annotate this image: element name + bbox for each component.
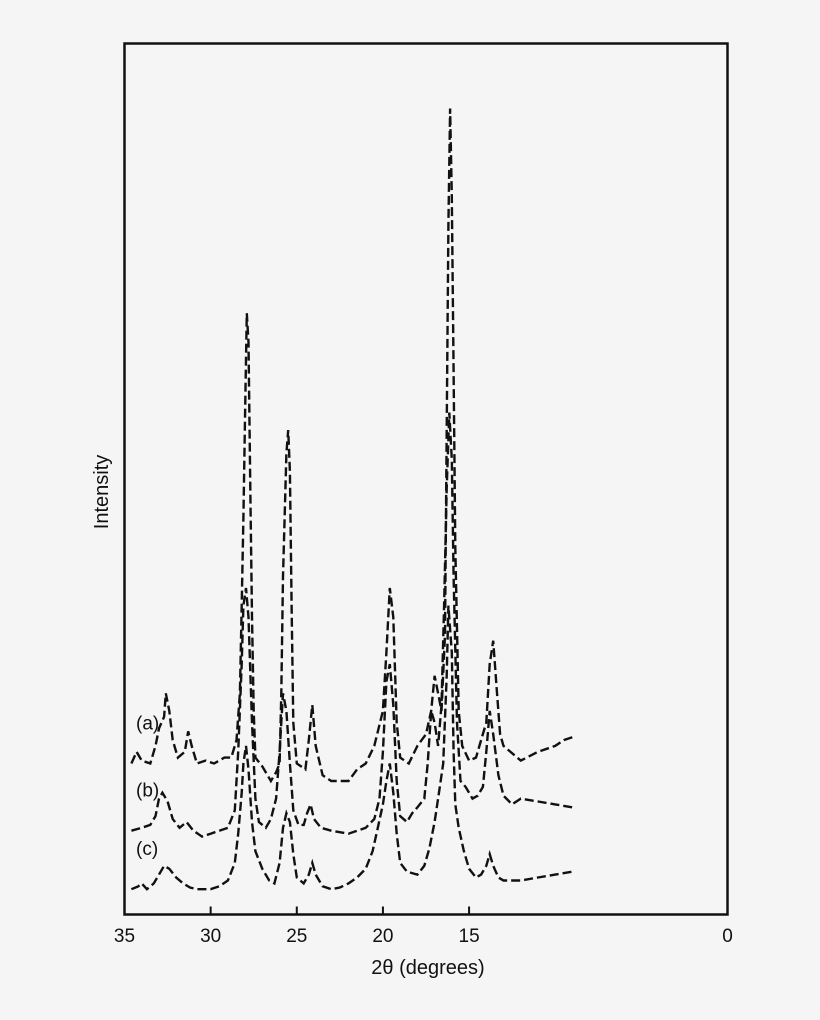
series-label-c: (c) — [136, 839, 158, 860]
series-line-a — [130, 108, 573, 784]
series-line-b — [131, 412, 573, 838]
x-tick-label: 30 — [200, 926, 221, 947]
x-tick-label: 15 — [459, 926, 480, 947]
x-axis-tick-labels: 35 30 25 20 15 0 — [114, 926, 733, 947]
x-tick-label: 25 — [286, 926, 307, 947]
series-line-c — [130, 605, 573, 891]
x-axis-ticks — [123, 906, 729, 915]
series-lines — [130, 108, 573, 891]
series-label-b: (b) — [136, 781, 159, 802]
x-axis-title: 2θ (degrees) — [371, 957, 484, 979]
plot-frame — [123, 42, 729, 916]
series-label-a: (a) — [136, 713, 159, 734]
x-tick-label: 20 — [372, 926, 393, 947]
x-tick-label: 0 — [722, 926, 733, 947]
x-tick-label: 35 — [114, 926, 135, 947]
series-labels: (a) (b) (c) — [136, 713, 159, 860]
y-axis-title: Intensity — [91, 455, 113, 529]
